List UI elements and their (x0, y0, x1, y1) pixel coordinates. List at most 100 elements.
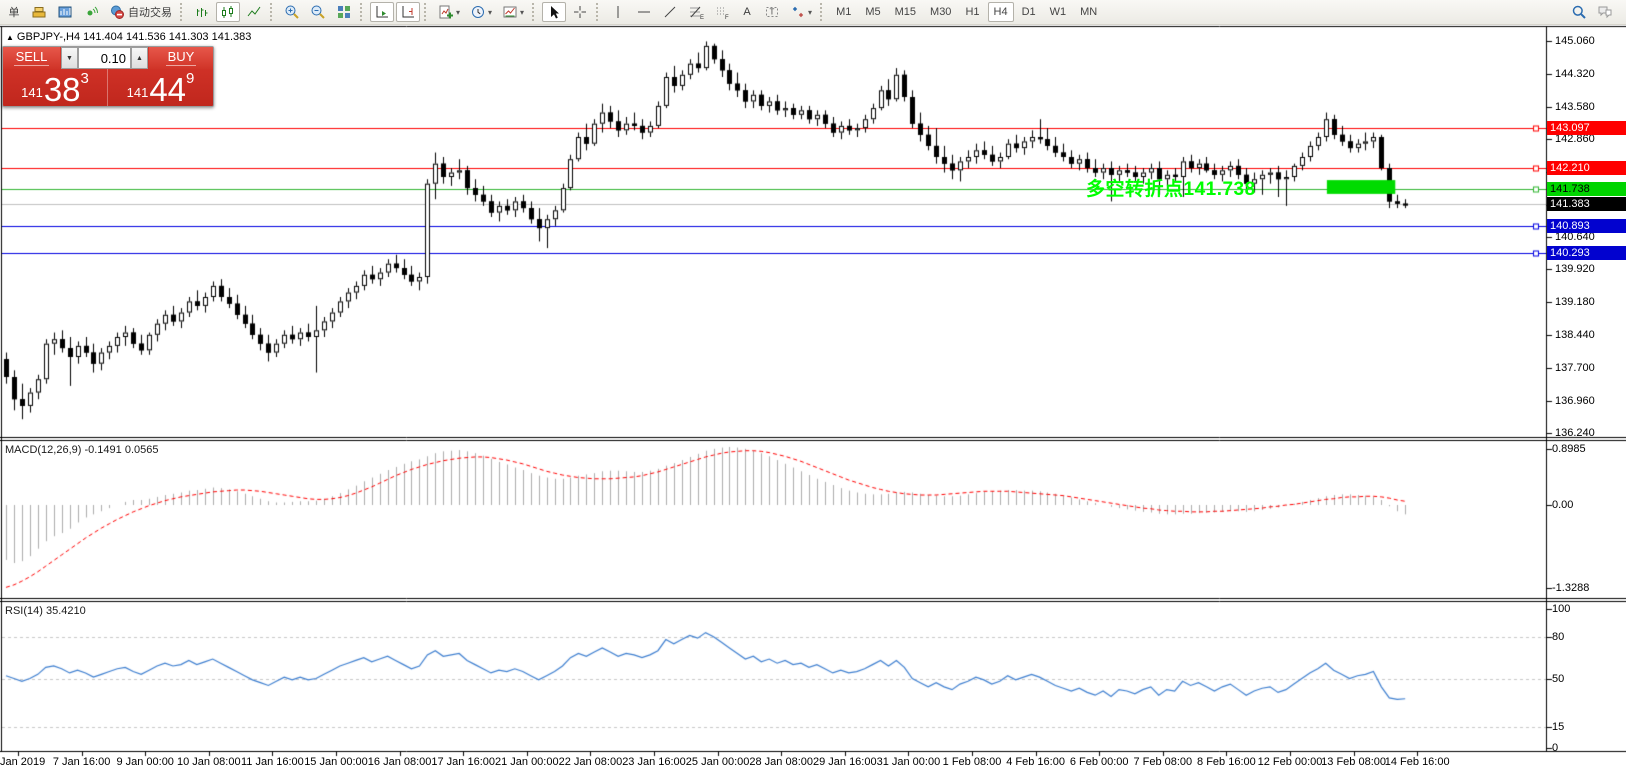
time-axis-label: 4 Feb 16:00 (1006, 756, 1065, 768)
tf-h4-button[interactable]: H4 (987, 2, 1014, 22)
chart-annotation-text[interactable]: 多空转折点141.738 (1086, 179, 1256, 200)
price-level-badge: 141.383 (1547, 197, 1626, 212)
macd-axis-tick: 0.00 (1552, 499, 1574, 511)
svg-text:T: T (770, 8, 775, 17)
volume-down-button[interactable]: ▼ (61, 47, 78, 69)
rsi-axis-tick: 0 (1552, 742, 1559, 754)
price-level-badge: 140.293 (1547, 245, 1626, 260)
collapse-arrow-icon[interactable]: ▲ (6, 33, 14, 42)
time-axis-label: 17 Jan 16:00 (431, 756, 495, 768)
time-axis-label: 16 Jan 08:00 (367, 756, 432, 768)
volume-up-button[interactable]: ▲ (131, 47, 148, 69)
rsi-label: RSI(14) 35.4210 (5, 605, 86, 617)
time-axis-label: 31 Jan 00:00 (876, 756, 941, 768)
price-axis-tick: 139.180 (1555, 296, 1595, 309)
autotrading-button[interactable]: 自动交易 (105, 2, 176, 22)
macd-axis-tick: 0.8985 (1552, 442, 1586, 455)
cursor-icon[interactable] (542, 2, 567, 22)
tf-m15-button[interactable]: M15 (894, 6, 917, 18)
order-icon[interactable] (27, 2, 51, 22)
buy-button[interactable]: BUY (149, 47, 213, 69)
toolbar-separator (270, 3, 275, 21)
grid-icon[interactable]: F (710, 2, 734, 22)
tile-windows-icon[interactable] (332, 2, 356, 22)
tf-mn-button[interactable]: MN (1080, 6, 1098, 18)
toolbar-separator (596, 3, 601, 21)
time-axis-label: 9 Jan 00:00 (116, 756, 174, 768)
zoom-in-icon[interactable] (280, 2, 304, 22)
vertical-line-icon[interactable] (606, 2, 630, 22)
time-axis-label: 25 Jan 00:00 (685, 756, 750, 768)
market-watch-icon[interactable] (53, 2, 77, 22)
time-axis-label: 10 Jan 08:00 (176, 756, 241, 768)
price-axis-tick: 137.700 (1555, 362, 1595, 375)
indicators-icon[interactable]: ▾ (434, 2, 464, 22)
trendline-icon[interactable] (658, 2, 682, 22)
text-label-icon[interactable]: T (760, 2, 784, 22)
line-chart-icon[interactable] (242, 2, 266, 22)
chat-icon[interactable] (1593, 2, 1617, 22)
price-level-badge: 140.893 (1547, 219, 1626, 234)
candlestick-chart-icon[interactable] (216, 2, 240, 22)
periods-icon[interactable]: ▾ (466, 2, 496, 22)
price-level-badge: 142.210 (1547, 160, 1626, 175)
templates-icon[interactable]: ▾ (498, 2, 528, 22)
bar-chart-icon[interactable] (190, 2, 214, 22)
auto-scroll-icon[interactable] (370, 2, 394, 22)
time-axis-label: 28 Jan 08:00 (749, 756, 813, 768)
toolbar-separator (360, 3, 365, 21)
tf-d1-button[interactable]: D1 (1021, 6, 1036, 18)
crosshair-icon[interactable] (568, 2, 592, 22)
time-axis-label: 7 Feb 08:00 (1133, 756, 1193, 768)
toolbar-separator (532, 3, 537, 21)
buy-price-big: 44 (149, 71, 187, 107)
time-axis-label: 22 Jan 08:00 (558, 756, 623, 768)
price-axis-tick: 143.580 (1555, 100, 1595, 113)
price-level-badge: 143.097 (1547, 121, 1626, 136)
sell-price-small: 141 (21, 85, 43, 100)
new-order-button[interactable]: 单 (8, 7, 20, 19)
macd-label: MACD(12,26,9) -0.1491 0.0565 (5, 444, 159, 456)
signals-icon[interactable] (79, 2, 103, 22)
chart-shift-icon[interactable] (396, 2, 420, 22)
horizontal-line-icon[interactable] (632, 2, 656, 22)
buy-price-small: 141 (126, 85, 149, 100)
rsi-axis-tick: 100 (1552, 603, 1571, 615)
price-axis-tick: 140.640 (1555, 231, 1595, 244)
price-level-badge: 141.738 (1547, 181, 1626, 196)
volume-input[interactable] (78, 47, 131, 69)
dropdown-arrow-icon[interactable]: ▾ (456, 7, 461, 17)
svg-text:F: F (725, 15, 729, 20)
sell-button[interactable]: SELL (3, 47, 60, 69)
tf-m30-button[interactable]: M30 (930, 6, 952, 18)
main-toolbar: 单 自动交易 ▾ ▾ ▾ E F A T ▾ M1 M5 M15 M30 H1 H4 D1 W1 MN (0, 0, 1626, 25)
search-icon[interactable] (1567, 2, 1591, 22)
time-axis-label: 8 Feb 16:00 (1197, 756, 1256, 768)
fibonacci-icon[interactable]: E (684, 2, 708, 22)
arrows-icon[interactable]: ▾ (786, 2, 816, 22)
dropdown-arrow-icon[interactable]: ▾ (808, 7, 813, 17)
tf-h1-button[interactable]: H1 (965, 6, 980, 18)
sell-quote[interactable]: 141 38 3 (3, 69, 107, 106)
tf-m1-button[interactable]: M1 (836, 6, 852, 18)
price-axis-tick: 138.440 (1555, 329, 1595, 342)
dropdown-arrow-icon[interactable]: ▾ (488, 7, 493, 17)
time-axis-label: 11 Jan 16:00 (240, 756, 304, 768)
price-axis-tick: 145.060 (1555, 35, 1595, 47)
symbol-ohlc-text: GBPJPY-,H4 141.404 141.536 141.303 141.3… (16, 31, 252, 43)
rsi-axis-tick: 15 (1552, 721, 1565, 734)
text-icon[interactable]: A (743, 6, 751, 18)
time-axis-label: 29 Jan 16:00 (812, 756, 877, 768)
zoom-out-icon[interactable] (306, 2, 330, 22)
price-axis-tick: 136.240 (1555, 427, 1595, 439)
buy-quote[interactable]: 141 44 9 (108, 69, 213, 106)
time-axis-label: 15 Jan 00:00 (304, 756, 368, 768)
dropdown-arrow-icon[interactable]: ▾ (520, 7, 525, 17)
quote-divider (107, 69, 108, 106)
tf-w1-button[interactable]: W1 (1049, 6, 1067, 18)
tf-m5-button[interactable]: M5 (865, 6, 881, 18)
time-axis-label: 14 Feb 16:00 (1384, 756, 1450, 768)
